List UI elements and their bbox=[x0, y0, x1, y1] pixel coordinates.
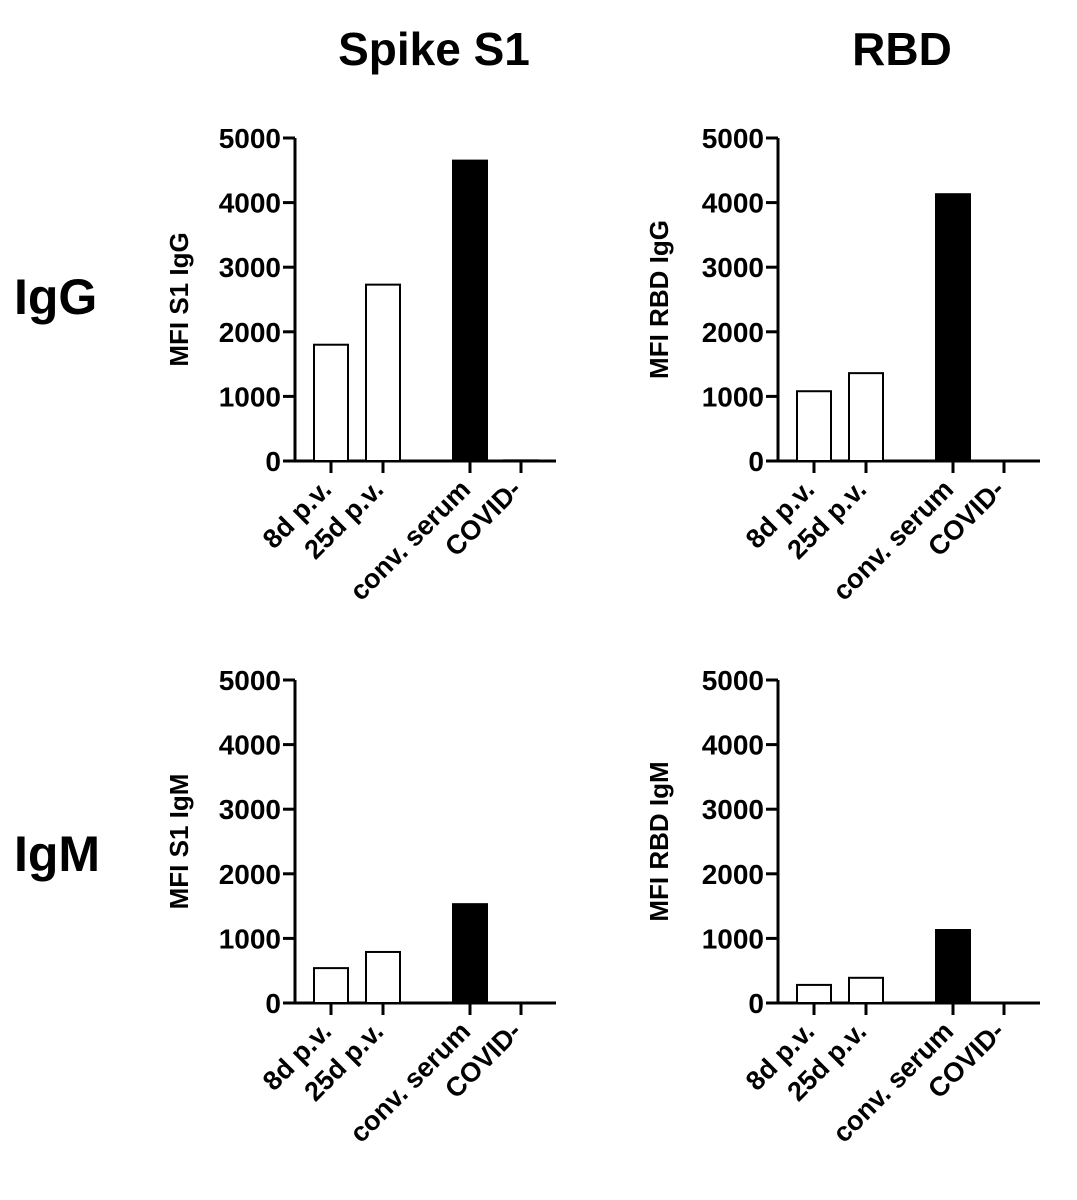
column-title-spike-s1: Spike S1 bbox=[338, 23, 530, 75]
bar-2 bbox=[935, 929, 971, 1005]
y-tick-label: 3000 bbox=[219, 252, 281, 283]
y-tick-label: 5000 bbox=[702, 665, 764, 696]
row-title-igm: IgM bbox=[14, 826, 101, 882]
y-tick-label: 3000 bbox=[702, 794, 764, 825]
y-tick-label: 3000 bbox=[702, 252, 764, 283]
y-tick-label: 0 bbox=[265, 988, 281, 1019]
bar-1 bbox=[365, 283, 401, 462]
y-tick-label: 4000 bbox=[219, 188, 281, 219]
column-title-rbd: RBD bbox=[852, 23, 952, 75]
bar-0 bbox=[796, 390, 832, 462]
bar-0 bbox=[313, 343, 349, 462]
y-tick-label: 4000 bbox=[219, 730, 281, 761]
bar-1 bbox=[848, 976, 884, 1005]
y-tick-label: 2000 bbox=[702, 317, 764, 348]
y-tick-label: 1000 bbox=[702, 381, 764, 412]
y-tick-label: 2000 bbox=[702, 859, 764, 890]
y-axis-label: MFI S1 IgG bbox=[164, 232, 194, 366]
y-tick-label: 5000 bbox=[219, 665, 281, 696]
bar-0 bbox=[796, 983, 832, 1004]
y-tick-label: 1000 bbox=[219, 923, 281, 954]
y-tick-label: 1000 bbox=[219, 381, 281, 412]
y-tick-label: 2000 bbox=[219, 317, 281, 348]
bar-1 bbox=[365, 950, 401, 1005]
y-axis-label: MFI RBD IgG bbox=[644, 220, 674, 379]
y-tick-label: 5000 bbox=[702, 123, 764, 154]
y-tick-label: 4000 bbox=[702, 730, 764, 761]
bar-2 bbox=[452, 903, 488, 1004]
y-axis-label: MFI S1 IgM bbox=[164, 774, 194, 910]
bar-3 bbox=[503, 459, 539, 463]
y-tick-label: 1000 bbox=[702, 923, 764, 954]
y-tick-label: 0 bbox=[748, 446, 764, 477]
y-tick-label: 3000 bbox=[219, 794, 281, 825]
row-title-igg: IgG bbox=[14, 269, 98, 325]
bar-2 bbox=[935, 193, 971, 462]
y-tick-label: 4000 bbox=[702, 188, 764, 219]
y-tick-label: 0 bbox=[748, 988, 764, 1019]
y-tick-label: 0 bbox=[265, 446, 281, 477]
bar-0 bbox=[313, 967, 349, 1005]
y-tick-label: 2000 bbox=[219, 859, 281, 890]
bar-2 bbox=[452, 159, 488, 463]
y-tick-label: 5000 bbox=[219, 123, 281, 154]
bar-1 bbox=[848, 372, 884, 463]
y-axis-label: MFI RBD IgM bbox=[644, 761, 674, 921]
